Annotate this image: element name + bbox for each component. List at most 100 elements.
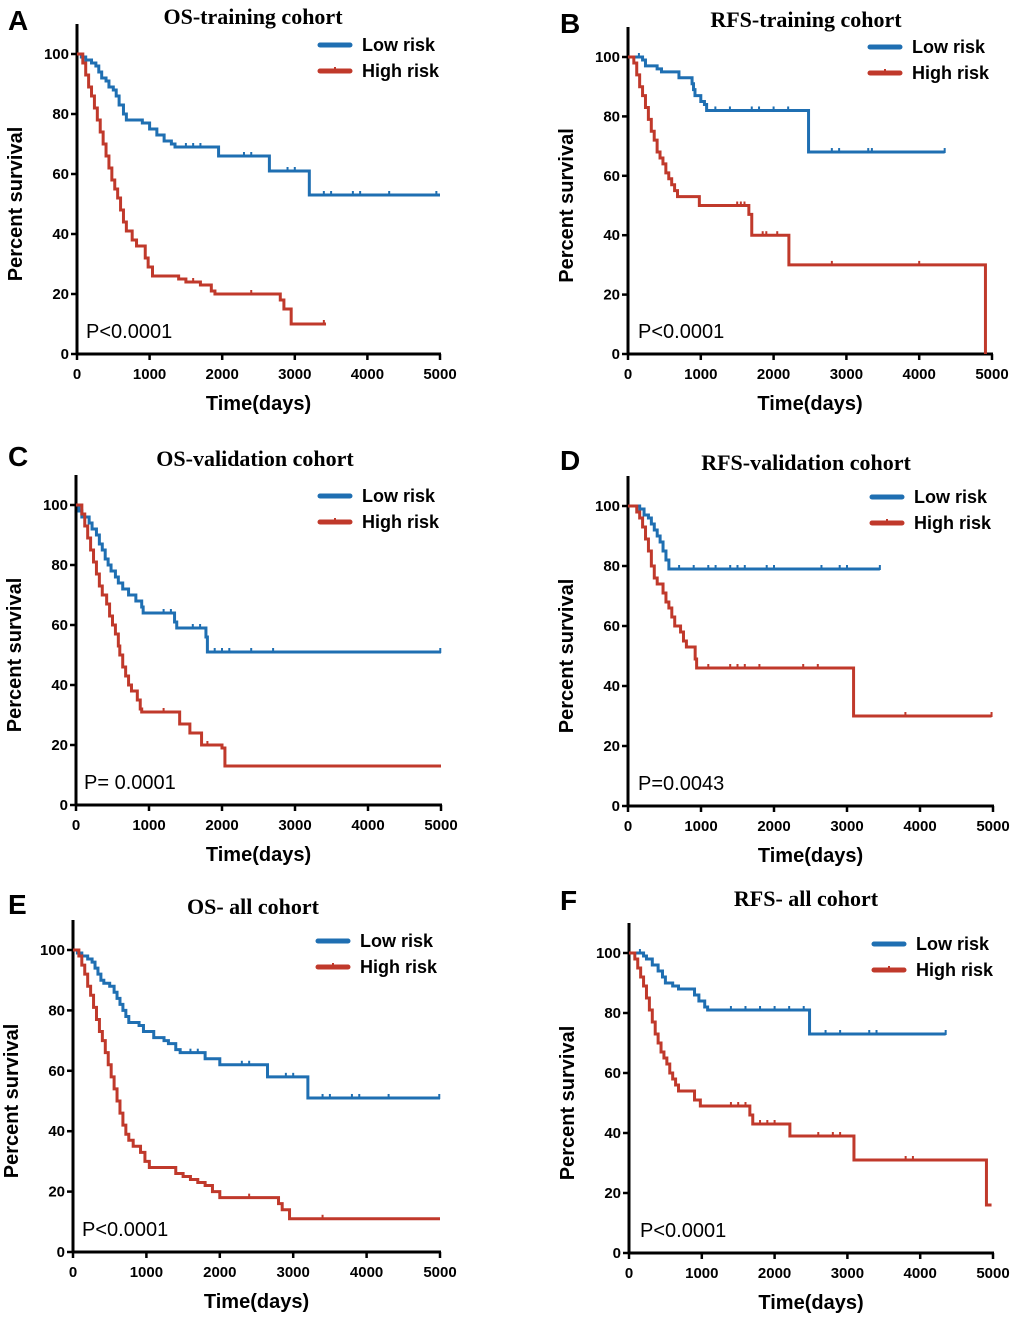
x-tick-label: 3000 [830, 366, 863, 383]
y-tick-label: 60 [603, 618, 620, 635]
x-tick-label: 0 [72, 817, 80, 834]
y-tick-label: 40 [52, 226, 69, 243]
y-tick-label: 20 [52, 286, 69, 303]
low-risk-curve [73, 948, 440, 1100]
low-risk-legend-label: Low risk [916, 934, 990, 954]
low-risk-curve [629, 951, 946, 1036]
y-tick-label: 20 [48, 1184, 65, 1201]
x-tick-label: 2000 [203, 1264, 236, 1281]
y-tick-label: 80 [48, 1002, 65, 1019]
y-tick-label: 60 [52, 166, 69, 183]
panel-letter: B [560, 8, 580, 39]
x-tick-label: 0 [73, 366, 81, 383]
panel-title: OS-validation cohort [156, 446, 354, 471]
high-risk-curve [77, 52, 327, 326]
y-tick-label: 80 [603, 108, 620, 125]
p-value-label: P= 0.0001 [84, 772, 176, 794]
x-axis-label: Time(days) [206, 844, 311, 866]
y-tick-label: 20 [603, 287, 620, 304]
high-risk-curve [628, 504, 992, 718]
x-tick-label: 1000 [684, 366, 717, 383]
x-tick-label: 3000 [277, 1264, 310, 1281]
panel-letter: F [560, 885, 577, 916]
panel-title: RFS- all cohort [734, 886, 879, 911]
x-tick-label: 3000 [278, 817, 311, 834]
x-axis-label: Time(days) [204, 1291, 309, 1313]
y-tick-label: 40 [604, 1125, 621, 1142]
x-tick-label: 4000 [903, 366, 936, 383]
high-risk-curve [629, 951, 992, 1207]
x-tick-label: 1000 [133, 366, 166, 383]
y-tick-label: 0 [612, 798, 620, 815]
x-tick-label: 4000 [351, 366, 384, 383]
x-tick-label: 2000 [205, 817, 238, 834]
x-tick-label: 0 [624, 818, 632, 835]
panel-letter: A [8, 5, 28, 36]
x-tick-label: 4000 [903, 818, 936, 835]
low-risk-curve [628, 55, 945, 154]
x-tick-label: 3000 [831, 1265, 864, 1282]
x-axis-label: Time(days) [206, 393, 311, 415]
y-axis-label: Percent survival [556, 128, 578, 283]
panel-letter: D [560, 445, 580, 476]
y-tick-label: 0 [57, 1244, 65, 1261]
x-tick-label: 0 [625, 1265, 633, 1282]
x-tick-label: 5000 [423, 1264, 456, 1281]
x-tick-label: 2000 [757, 818, 790, 835]
x-tick-label: 1000 [685, 1265, 718, 1282]
x-axis-label: Time(days) [758, 1292, 863, 1314]
panel-title: RFS-training cohort [710, 7, 902, 32]
x-tick-label: 2000 [758, 1265, 791, 1282]
panel-letter: E [8, 889, 27, 920]
y-tick-label: 100 [595, 49, 620, 66]
low-risk-legend-label: Low risk [914, 487, 988, 507]
y-tick-label: 80 [51, 557, 68, 574]
y-tick-label: 100 [596, 945, 621, 962]
y-axis-label: Percent survival [4, 578, 26, 733]
high-risk-legend-label: High risk [912, 63, 990, 83]
y-tick-label: 0 [60, 797, 68, 814]
x-tick-label: 4000 [351, 817, 384, 834]
low-risk-curve [76, 503, 441, 654]
y-tick-label: 0 [613, 1245, 621, 1262]
y-axis-label: Percent survival [5, 127, 27, 282]
y-tick-label: 0 [612, 346, 620, 363]
y-tick-label: 100 [40, 942, 65, 959]
y-tick-label: 80 [52, 106, 69, 123]
high-risk-curve [628, 55, 987, 354]
x-tick-label: 5000 [975, 366, 1008, 383]
panel-title: RFS-validation cohort [701, 450, 911, 475]
y-tick-label: 100 [43, 497, 68, 514]
p-value-label: P<0.0001 [638, 321, 724, 343]
high-risk-curve [73, 948, 440, 1221]
x-tick-label: 0 [69, 1264, 77, 1281]
panel-title: OS-training cohort [163, 4, 343, 29]
x-tick-label: 4000 [350, 1264, 383, 1281]
x-tick-label: 5000 [976, 818, 1009, 835]
y-axis-label: Percent survival [557, 1026, 579, 1181]
y-tick-label: 40 [603, 227, 620, 244]
x-tick-label: 4000 [904, 1265, 937, 1282]
high-risk-legend-label: High risk [914, 513, 992, 533]
low-risk-curve [77, 52, 440, 197]
p-value-label: P<0.0001 [86, 321, 172, 343]
y-axis-label: Percent survival [1, 1024, 23, 1179]
y-tick-label: 60 [604, 1065, 621, 1082]
panel-title: OS- all cohort [187, 894, 320, 919]
low-risk-legend-label: Low risk [362, 35, 436, 55]
y-tick-label: 60 [603, 168, 620, 185]
y-axis-label: Percent survival [556, 579, 578, 734]
y-tick-label: 100 [595, 498, 620, 515]
p-value-label: P<0.0001 [640, 1220, 726, 1242]
high-risk-legend-label: High risk [916, 960, 994, 980]
y-tick-label: 80 [603, 558, 620, 575]
y-tick-label: 20 [604, 1185, 621, 1202]
y-tick-label: 100 [44, 46, 69, 63]
x-tick-label: 0 [624, 366, 632, 383]
low-risk-curve [628, 504, 880, 571]
panel-letter: C [8, 441, 28, 472]
